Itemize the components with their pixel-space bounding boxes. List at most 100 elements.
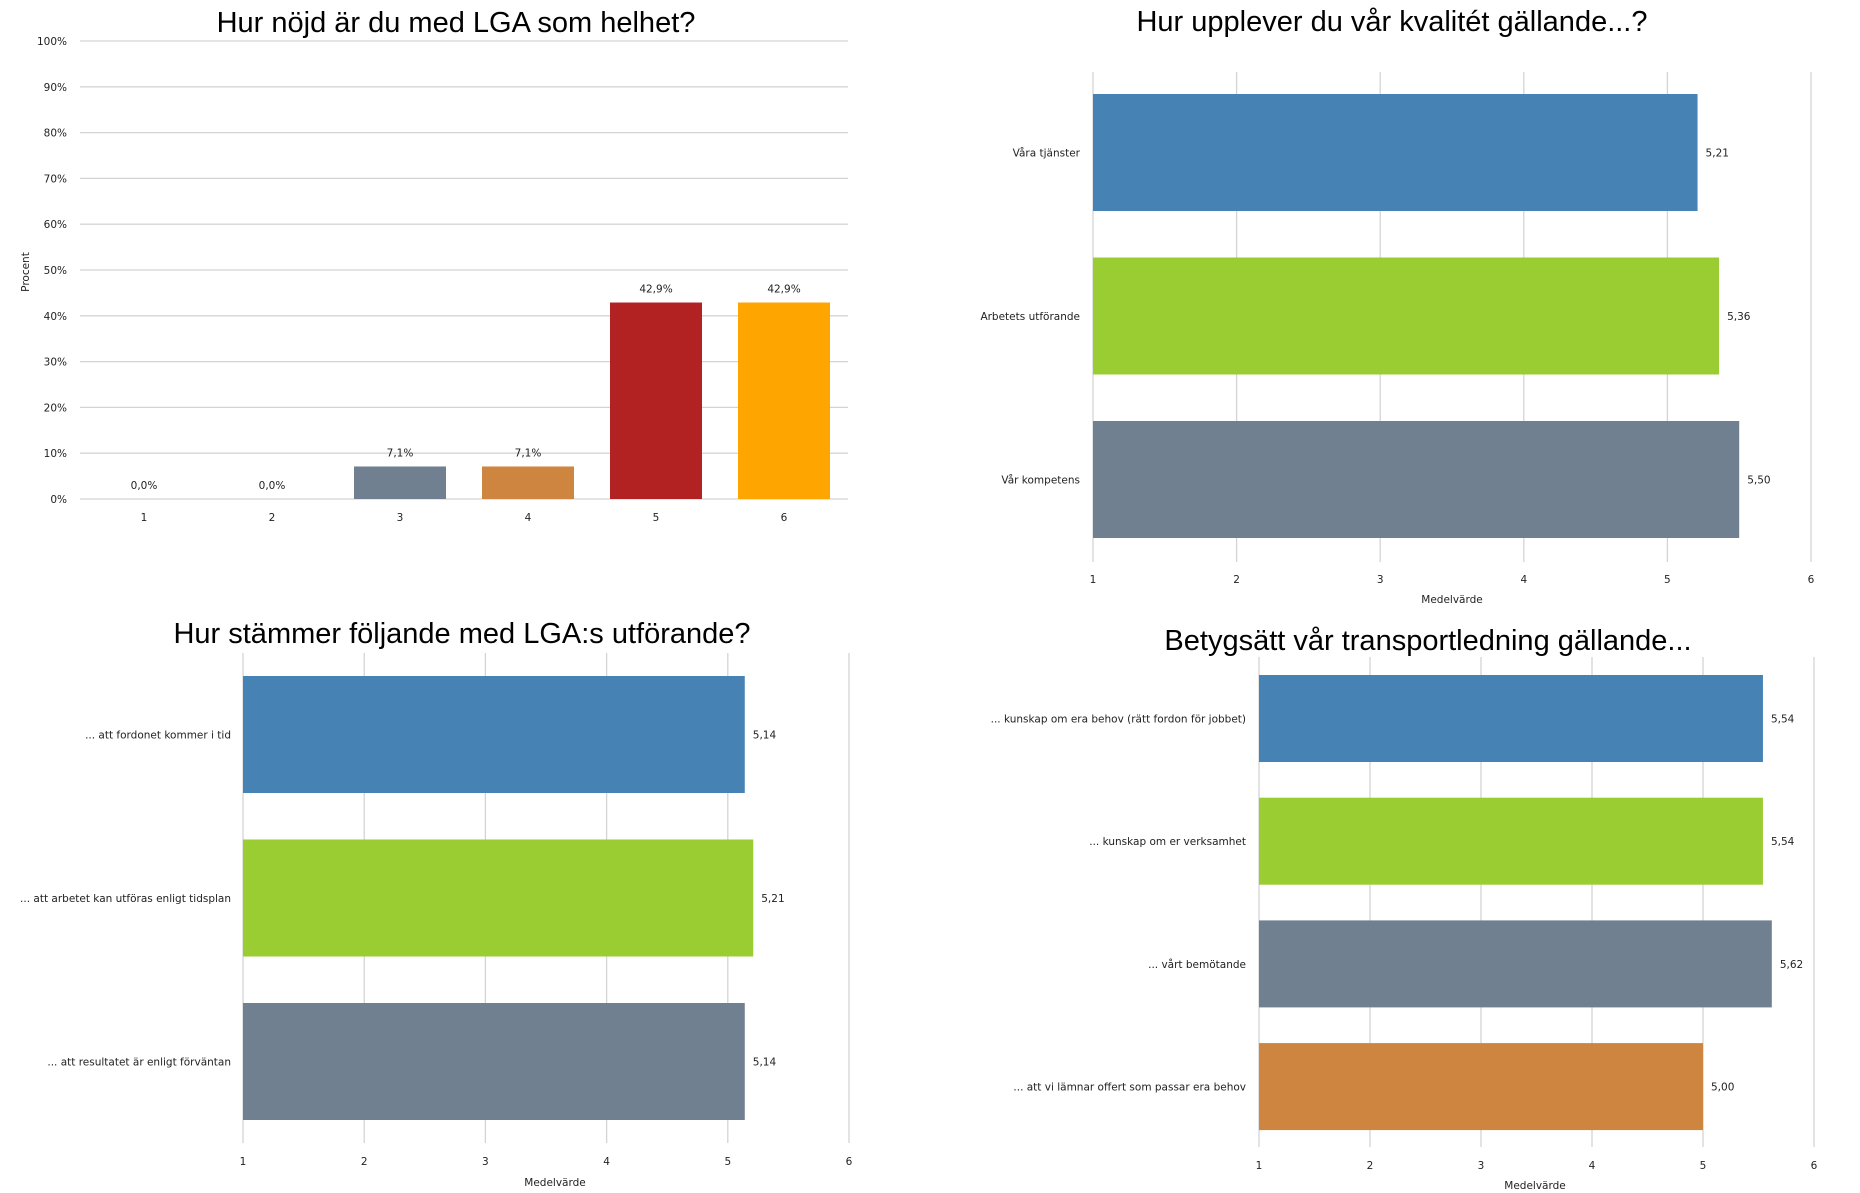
category-labels: Våra tjänster Arbetets utförande Vår kompe…: [980, 147, 1080, 487]
x-tick-labels: 1 2 3 4 5 6: [1256, 1160, 1818, 1172]
category-label: Arbetets utförande: [980, 311, 1080, 323]
category-labels: ... kunskap om era behov (rätt fordon fö…: [991, 714, 1246, 1094]
bar: [738, 302, 830, 499]
x-tick-label: 2: [361, 1156, 368, 1168]
chart-title: Betygsätt vår transportledning gällande.…: [1164, 625, 1691, 657]
bar: [1093, 94, 1698, 211]
chart-transport: Betygsätt vår transportledning gällande.…: [991, 625, 1818, 1192]
x-tick-label: 3: [482, 1156, 489, 1168]
bar: [1259, 1043, 1703, 1131]
category-label: ... vårt bemötande: [1148, 958, 1246, 971]
y-tick-label: 20%: [44, 402, 67, 414]
y-tick-label: 10%: [44, 448, 67, 460]
bar: [354, 466, 446, 499]
data-label: 5,50: [1747, 475, 1770, 487]
data-label: 5,00: [1711, 1082, 1734, 1094]
x-tick-label: 1: [240, 1156, 247, 1168]
bar: [1259, 920, 1772, 1008]
bar: [1093, 257, 1720, 375]
category-labels: ... att fordonet kommer i tid ... att arb…: [20, 730, 231, 1069]
x-tick-label: 5: [724, 1156, 731, 1168]
x-tick-label: 4: [525, 512, 532, 524]
data-label: 5,21: [1706, 148, 1729, 160]
x-tick-label: 6: [1808, 574, 1815, 586]
x-tick-label: 5: [1664, 574, 1671, 586]
data-label: 5,14: [753, 1057, 777, 1069]
data-label: 5,62: [1780, 959, 1803, 971]
x-tick-label: 4: [1589, 1160, 1596, 1172]
data-label: 42,9%: [639, 284, 672, 296]
y-gridlines: [80, 40, 848, 500]
x-tick-label: 3: [1377, 574, 1384, 586]
chart-overall-satisfaction: Hur nöjd är du med LGA som helhet? Proce…: [20, 7, 848, 524]
bar: [610, 302, 702, 499]
data-label: 5,14: [753, 730, 777, 742]
chart-execution: Hur stämmer följande med LGA:s utförande…: [20, 618, 853, 1189]
y-tick-label: 0%: [50, 494, 67, 506]
data-label: 5,54: [1771, 714, 1795, 726]
y-tick-labels: 0% 10% 20% 30% 40% 50% 60% 70% 80% 90% 100%: [37, 36, 67, 506]
x-tick-label: 6: [1811, 1160, 1818, 1172]
x-tick-label: 3: [1478, 1160, 1485, 1172]
category-label: ... att arbetet kan utföras enligt tidsp…: [20, 893, 231, 905]
bar: [1093, 421, 1740, 538]
data-label: 5,21: [761, 893, 784, 905]
bar: [1259, 675, 1763, 762]
data-label: 7,1%: [515, 447, 542, 459]
bars: [354, 302, 830, 499]
bar: [243, 676, 745, 793]
category-label: ... att fordonet kommer i tid: [85, 730, 231, 742]
data-label: 42,9%: [767, 284, 800, 296]
x-tick-label: 6: [846, 1156, 853, 1168]
bars: [1259, 675, 1772, 1131]
data-labels: 0,0% 0,0% 7,1% 7,1% 42,9% 42,9%: [131, 284, 801, 492]
data-label: 5,54: [1771, 836, 1795, 848]
x-tick-label: 1: [141, 512, 148, 524]
category-label: ... kunskap om er verksamhet: [1089, 836, 1246, 848]
bar: [1259, 797, 1763, 885]
category-label: Våra tjänster: [1013, 147, 1081, 160]
y-axis-label: Procent: [20, 252, 32, 292]
x-tick-label: 3: [397, 512, 404, 524]
bars: [1093, 94, 1740, 538]
category-label: ... att vi lämnar offert som passar era …: [1013, 1082, 1246, 1094]
category-label: ... kunskap om era behov (rätt fordon fö…: [991, 714, 1246, 726]
y-tick-label: 70%: [44, 173, 67, 185]
chart-title: Hur nöjd är du med LGA som helhet?: [217, 7, 696, 39]
chart-title: Hur upplever du vår kvalitét gällande...…: [1136, 6, 1647, 38]
x-axis-label: Medelvärde: [1421, 594, 1482, 606]
x-tick-label: 6: [781, 512, 788, 524]
x-tick-labels: 1 2 3 4 5 6: [240, 1156, 853, 1168]
x-tick-label: 5: [1700, 1160, 1707, 1172]
y-tick-label: 40%: [44, 311, 67, 323]
data-labels: 5,14 5,21 5,14: [753, 730, 785, 1069]
x-tick-label: 5: [653, 512, 660, 524]
y-tick-label: 60%: [44, 219, 67, 231]
x-axis-label: Medelvärde: [1504, 1180, 1565, 1192]
x-tick-label: 1: [1090, 574, 1097, 586]
x-tick-label: 4: [603, 1156, 610, 1168]
chart-title: Hur stämmer följande med LGA:s utförande…: [173, 618, 750, 650]
y-tick-label: 50%: [44, 265, 67, 277]
data-label: 0,0%: [259, 480, 286, 492]
x-tick-labels: 1 2 3 4 5 6: [141, 512, 788, 524]
x-tick-label: 1: [1256, 1160, 1263, 1172]
y-tick-label: 100%: [37, 36, 67, 48]
data-label: 5,36: [1727, 311, 1751, 323]
bars: [243, 676, 754, 1120]
data-label: 0,0%: [131, 480, 158, 492]
x-tick-label: 2: [1233, 574, 1240, 586]
y-tick-label: 80%: [44, 128, 67, 140]
x-tick-labels: 1 2 3 4 5 6: [1090, 574, 1815, 586]
data-labels: 5,21 5,36 5,50: [1706, 148, 1771, 487]
data-label: 7,1%: [387, 447, 414, 459]
x-axis-label: Medelvärde: [524, 1177, 585, 1189]
x-tick-label: 2: [1367, 1160, 1374, 1172]
x-tick-label: 4: [1520, 574, 1527, 586]
bar: [243, 1003, 745, 1120]
y-tick-label: 30%: [44, 357, 67, 369]
chart-quality: Hur upplever du vår kvalitét gällande...…: [980, 6, 1814, 606]
category-label: ... att resultatet är enligt förväntan: [47, 1057, 231, 1069]
data-labels: 5,54 5,54 5,62 5,00: [1711, 714, 1803, 1094]
